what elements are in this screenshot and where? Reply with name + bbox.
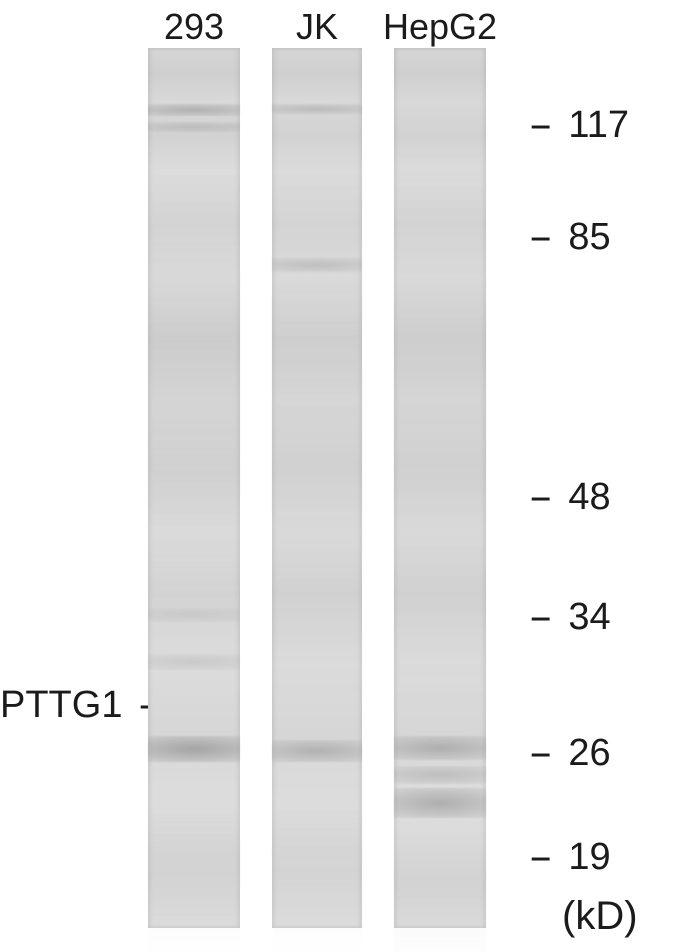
lane-293-band (148, 104, 240, 116)
lane-JK-smear (272, 148, 362, 708)
protein-name-text: PTTG1 (0, 684, 122, 726)
lane-293-smear (148, 788, 240, 952)
lane-293-band (148, 654, 240, 670)
mw-marker-19: -- 19 (530, 836, 611, 879)
western-blot-figure: { "figure": { "canvas_width": 688, "canv… (0, 0, 688, 952)
lane-HepG2-smear (394, 138, 486, 718)
mw-marker-48: -- 48 (530, 476, 611, 519)
mw-marker-34: -- 34 (530, 596, 611, 639)
lane-HepG2-band (394, 788, 486, 818)
lane-293-band (148, 122, 240, 132)
lane-JK-band (272, 104, 362, 114)
unit-label: (kD) (562, 894, 638, 939)
protein-label: PTTG1 -- (0, 684, 156, 727)
mw-marker-26: -- 26 (530, 732, 611, 775)
lane-HepG2-smear (394, 828, 486, 952)
lane-JK-band (272, 258, 362, 272)
lane-293-band (148, 608, 240, 622)
lane-JK (272, 48, 362, 928)
lane-JK-band (272, 740, 362, 762)
lane-293-band (148, 736, 240, 762)
lane-JK-smear (272, 778, 362, 952)
lane-HepG2 (394, 48, 486, 928)
lane-293-smear (148, 168, 240, 628)
mw-marker-117: -- 117 (530, 104, 629, 147)
mw-marker-85: -- 85 (530, 216, 611, 259)
lane-label-293: 293 (164, 6, 224, 48)
lane-label-HepG2: HepG2 (383, 6, 497, 48)
lane-HepG2-band (394, 736, 486, 760)
lane-label-JK: JK (296, 6, 338, 48)
lane-293 (148, 48, 240, 928)
lane-HepG2-band (394, 766, 486, 784)
